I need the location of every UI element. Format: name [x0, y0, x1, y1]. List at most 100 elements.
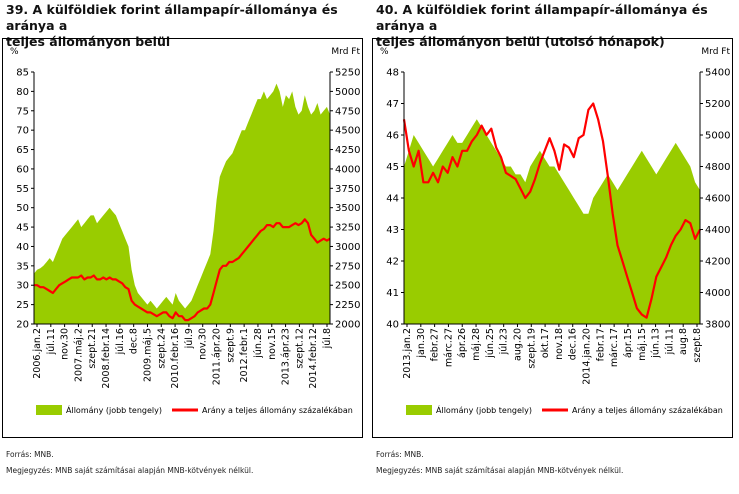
left-tick-label: 43 [386, 225, 399, 236]
left-tick-label: 47 [386, 99, 399, 110]
chart-frame [2, 38, 363, 438]
right-tick-label: 3500 [335, 203, 360, 214]
legend-label-line: Arány a teljes állomány százalékában [202, 405, 353, 415]
x-tick-label: szept.21 [87, 328, 98, 369]
chart-title-line2: teljes állományon belül (utolsó hónapok) [376, 34, 665, 49]
legend-swatch-area [406, 405, 432, 415]
legend-label-line: Arány a teljes állomány százalékában [572, 405, 723, 415]
left-tick-label: 55 [16, 184, 29, 195]
right-tick-label: 4600 [705, 194, 730, 205]
right-tick-label: 5400 [705, 68, 730, 79]
right-tick-label: 4000 [335, 164, 360, 175]
x-tick-label: nov.30 [198, 328, 209, 360]
chart-title-line1: 40. A külföldiek forint állampapír-állom… [376, 2, 708, 33]
remark-note: Megjegyzés: MNB saját számításai alapján… [376, 466, 624, 475]
right-tick-label: 4800 [705, 162, 730, 173]
left-axis-label: % [380, 47, 389, 57]
x-tick-label: jún.13 [651, 328, 662, 359]
left-tick-label: 41 [386, 288, 399, 299]
right-tick-label: 4750 [335, 106, 360, 117]
x-tick-label: júl.16 [115, 328, 126, 355]
right-axis-label: Mrd Ft [701, 47, 730, 57]
left-tick-label: 40 [16, 242, 29, 253]
x-tick-label: 2008.febr.14 [101, 328, 112, 389]
x-tick-label: júl.11 [664, 328, 675, 355]
x-tick-label: 2007.máj.2 [73, 328, 84, 382]
right-tick-label: 4000 [705, 288, 730, 299]
chart-panel-39: 39. A külföldiek forint állampapír-állom… [0, 0, 366, 494]
right-tick-label: 2500 [335, 281, 360, 292]
x-tick-label: ápr.15 [623, 328, 634, 358]
x-tick-label: máj.15 [637, 328, 648, 361]
series-line-arany [402, 102, 701, 319]
x-tick-label: 2014.jan.20 [582, 328, 593, 385]
x-tick-label: júl.9 [184, 328, 195, 349]
x-tick-label: szept.8 [692, 328, 703, 363]
right-tick-label: 4250 [335, 145, 360, 156]
x-tick-label: jún.25 [485, 328, 496, 359]
x-tick-label: júl.23 [499, 328, 510, 355]
series-area-allomany [404, 119, 700, 324]
right-tick-label: 2000 [335, 320, 360, 331]
left-axis-label: % [10, 47, 19, 57]
x-tick-label: márc.17 [609, 328, 620, 367]
left-tick-label: 45 [386, 162, 399, 173]
x-tick-label: nov.15 [267, 328, 278, 360]
x-tick-label: ápr.26 [457, 328, 468, 358]
left-tick-label: 40 [386, 320, 399, 331]
source-note: Forrás: MNB. [6, 450, 54, 459]
right-tick-label: 3250 [335, 223, 360, 234]
left-tick-label: 20 [16, 320, 29, 331]
x-tick-label: júl.11 [46, 328, 57, 355]
right-tick-label: 4500 [335, 126, 360, 137]
x-tick-label: máj.28 [471, 328, 482, 361]
chart-canvas: % Mrd Ft 48 47 46 45 44 43 42 41 40 5400 5200 5000 480… [380, 47, 730, 415]
x-tick-label: 2014.febr.12 [308, 328, 319, 389]
right-tick-label: 3750 [335, 184, 360, 195]
chart-title: 39. A külföldiek forint állampapír-állom… [6, 2, 366, 50]
left-tick-label: 48 [386, 68, 399, 79]
right-tick-label: 5200 [705, 99, 730, 110]
x-tick-label: szept.12 [294, 328, 305, 369]
chart-title-line2: teljes állományon belül [6, 34, 171, 49]
x-tick-label: szept.19 [526, 328, 537, 369]
x-tick-label: 2012.febr.1 [239, 328, 250, 383]
x-tick-label: aug.20 [512, 328, 523, 361]
x-tick-label: 2009.máj.5 [142, 328, 153, 382]
right-axis-label: Mrd Ft [331, 47, 360, 57]
x-tick-label: aug.8 [678, 328, 689, 355]
chart-frame [372, 38, 733, 438]
left-tick-label: 80 [16, 87, 29, 98]
chart-title-line1: 39. A külföldiek forint állampapír-állom… [6, 2, 338, 33]
x-tick-label: dec.8 [129, 328, 140, 354]
right-tick-label: 4200 [705, 257, 730, 268]
left-tick-label: 70 [16, 126, 29, 137]
chart-title: 40. A külföldiek forint állampapír-állom… [376, 2, 736, 50]
x-tick-label: febr.27 [430, 328, 441, 361]
right-tick-label: 3800 [705, 320, 730, 331]
x-tick-label: 2013.ápr.23 [281, 328, 292, 385]
x-tick-label: júl.8 [322, 328, 333, 349]
series-area-allomany [34, 83, 330, 324]
chart-panel-40: 40. A külföldiek forint állampapír-állom… [370, 0, 736, 494]
left-tick-label: 42 [386, 257, 399, 268]
legend-swatch-area [36, 405, 62, 415]
left-tick-label: 44 [386, 194, 399, 205]
x-tick-label: dec.16 [568, 328, 579, 360]
x-tick-label: 2011.ápr.20 [212, 328, 223, 385]
right-tick-label: 5000 [335, 87, 360, 98]
x-tick-label: nov.30 [60, 328, 71, 360]
right-tick-label: 5000 [705, 131, 730, 142]
x-tick-label: márc.27 [443, 328, 454, 367]
right-tick-label: 3000 [335, 242, 360, 253]
right-tick-label: 5250 [335, 68, 360, 79]
legend-label-area: Állomány (jobb tengely) [436, 404, 532, 415]
x-tick-label: 2006.jan.2 [32, 328, 43, 379]
right-tick-label: 4400 [705, 225, 730, 236]
source-note: Forrás: MNB. [376, 450, 424, 459]
right-tick-label: 2250 [335, 300, 360, 311]
x-tick-label: okt.17 [540, 328, 551, 358]
x-tick-label: febr.17 [595, 328, 606, 361]
x-tick-label: 2010.febr.16 [170, 328, 181, 389]
x-tick-label: jan.30 [416, 328, 427, 359]
